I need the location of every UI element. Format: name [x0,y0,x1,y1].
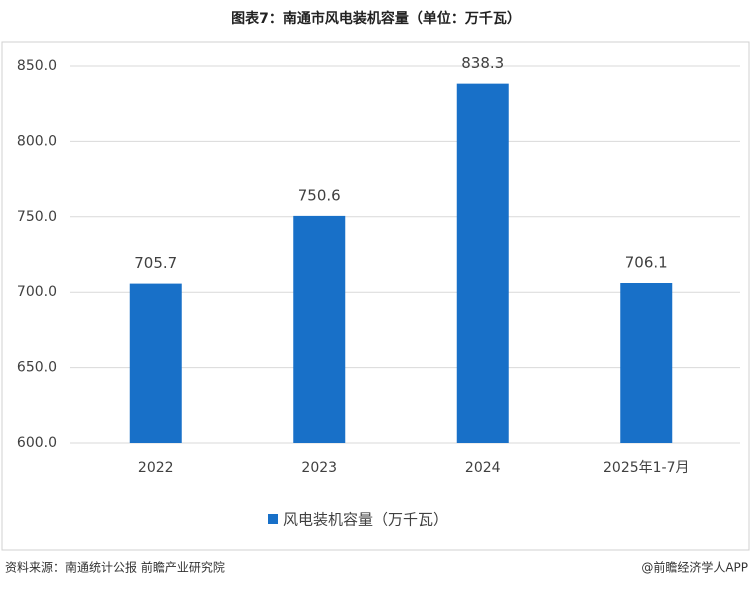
x-tick-label: 2024 [465,460,501,476]
y-tick-label: 700.0 [17,284,57,300]
bar [293,215,346,443]
source-note: 资料来源：南通统计公报 前瞻产业研究院 [5,560,225,575]
x-tick-label: 2022 [138,460,174,476]
y-tick-label: 750.0 [17,209,57,225]
chart-title: 图表7：南通市风电装机容量（单位：万千瓦） [231,10,521,27]
bar [129,283,182,443]
y-tick-label: 600.0 [17,435,57,451]
data-label: 706.1 [625,254,668,272]
x-tick-label: 2023 [301,460,337,476]
legend-swatch [268,514,278,524]
chart-frame [1,41,750,551]
y-tick-label: 650.0 [17,360,57,376]
credit: @前瞻经济学人APP [641,560,748,575]
data-label: 838.3 [461,54,504,72]
bar [620,283,673,443]
y-tick-label: 850.0 [17,58,57,74]
data-label: 705.7 [134,254,177,272]
y-tick-label: 800.0 [17,133,57,149]
data-label: 750.6 [298,186,341,204]
bar [456,83,509,443]
legend-label: 风电装机容量（万千瓦） [283,511,448,529]
x-tick-label: 2025年1-7月 [603,460,690,476]
